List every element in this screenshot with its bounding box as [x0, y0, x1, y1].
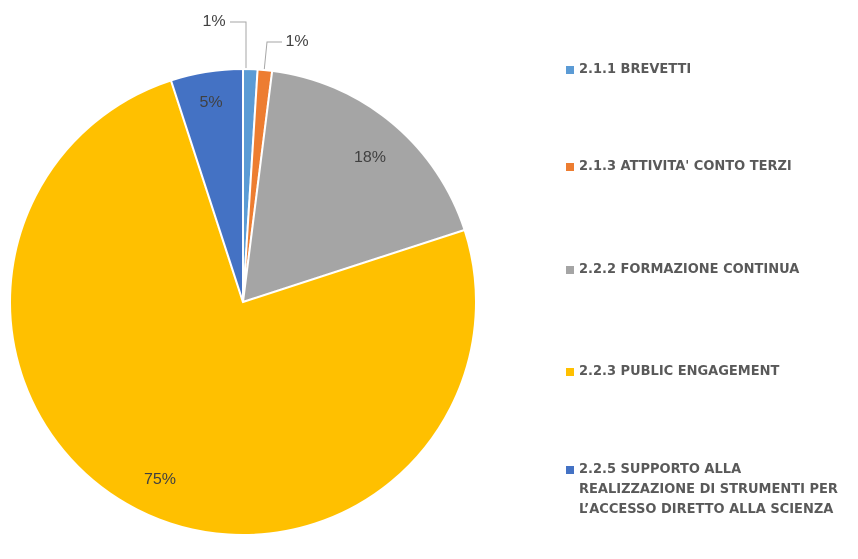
- legend-label: 2.1.1 BREVETTI: [579, 62, 692, 77]
- legend-swatch: [566, 368, 574, 376]
- data-label: 1%: [202, 13, 225, 30]
- data-label: 18%: [354, 149, 386, 166]
- legend-item: 2.1.1 BREVETTI: [566, 60, 846, 80]
- data-label: 1%: [285, 33, 308, 50]
- legend-swatch: [566, 66, 574, 74]
- legend-item: 2.2.5 SUPPORTO ALLA REALIZZAZIONE DI STR…: [566, 460, 846, 520]
- legend-label: 2.2.5 SUPPORTO ALLA REALIZZAZIONE DI STR…: [579, 462, 838, 517]
- legend-swatch: [566, 266, 574, 274]
- legend-swatch: [566, 163, 574, 171]
- legend-item: 2.1.3 ATTIVITA' CONTO TERZI: [566, 157, 846, 177]
- data-label: 5%: [199, 94, 222, 111]
- data-label: 75%: [144, 471, 176, 488]
- legend-label: 2.1.3 ATTIVITA' CONTO TERZI: [579, 159, 792, 174]
- leader-line: [230, 21, 247, 72]
- leader-line: [263, 41, 282, 73]
- legend-swatch: [566, 466, 574, 474]
- pie-slice: [9, 79, 477, 536]
- pie-slice: [241, 69, 466, 304]
- legend-item: 2.2.2 FORMAZIONE CONTINUA: [566, 260, 846, 280]
- legend-item: 2.2.3 PUBLIC ENGAGEMENT: [566, 362, 846, 382]
- legend-label: 2.2.2 FORMAZIONE CONTINUA: [579, 262, 800, 277]
- legend-label: 2.2.3 PUBLIC ENGAGEMENT: [579, 364, 780, 379]
- pie-slice: [169, 67, 244, 303]
